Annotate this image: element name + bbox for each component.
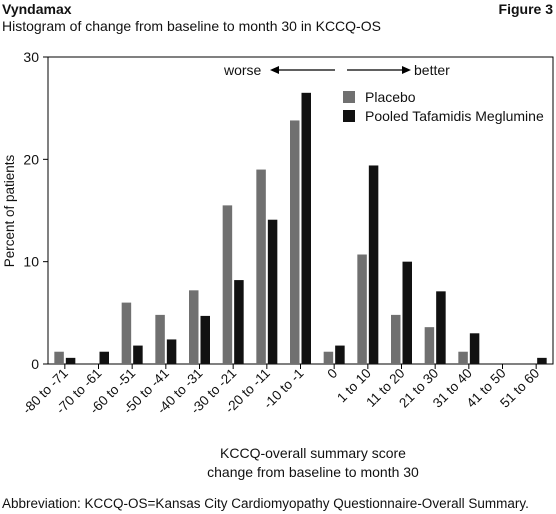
y-tick-label: 0 <box>31 356 39 372</box>
bar-tafamidis <box>335 345 345 364</box>
axes-layer <box>43 56 554 369</box>
bar-placebo <box>458 351 468 364</box>
legend-swatch-placebo <box>343 91 355 103</box>
y-tick-label: 30 <box>23 49 39 65</box>
legend-label-placebo: Placebo <box>365 89 416 105</box>
bar-tafamidis <box>166 339 177 364</box>
worse-arrow <box>270 66 335 74</box>
x-axis-label-line1: KCCQ-overall summary score <box>220 445 406 461</box>
legend: Placebo Pooled Tafamidis Meglumine <box>343 89 544 124</box>
bar-placebo <box>424 327 435 364</box>
bar-placebo <box>323 351 334 364</box>
worse-label: worse <box>223 62 262 78</box>
bar-placebo <box>256 169 266 364</box>
y-tick-label: 20 <box>23 151 39 167</box>
better-label: better <box>414 62 450 78</box>
bars-layer <box>54 92 547 365</box>
x-tick-label: 0 <box>324 366 340 382</box>
y-axis-label: Percent of patients <box>2 154 17 267</box>
bar-placebo <box>189 290 199 364</box>
bar-placebo <box>121 302 132 364</box>
footnote: Abbreviation: KCCQ-OS=Kansas City Cardio… <box>2 496 529 511</box>
bar-tafamidis <box>200 315 210 364</box>
legend-label-tafamidis: Pooled Tafamidis Meglumine <box>365 108 544 124</box>
product-name: Vyndamax <box>2 1 72 17</box>
bar-tafamidis <box>99 351 109 364</box>
bar-placebo <box>391 314 401 364</box>
bar-tafamidis <box>469 333 480 364</box>
better-arrow <box>347 66 411 74</box>
x-axis-label-line2: change from baseline to month 30 <box>207 464 419 480</box>
bar-tafamidis <box>301 92 311 365</box>
bar-tafamidis <box>267 219 278 364</box>
chart-subtitle: Histogram of change from baseline to mon… <box>2 18 381 34</box>
bar-tafamidis <box>368 165 379 364</box>
bar-tafamidis <box>402 261 412 364</box>
bar-tafamidis <box>537 357 547 364</box>
bar-placebo <box>155 314 165 364</box>
bar-tafamidis <box>234 280 244 364</box>
legend-swatch-tafamidis <box>343 110 355 122</box>
figure-label: Figure 3 <box>498 1 553 17</box>
y-tick-label: 10 <box>23 254 39 270</box>
bar-placebo <box>54 351 64 364</box>
bar-placebo <box>222 205 233 364</box>
bar-placebo <box>290 120 300 365</box>
bar-tafamidis <box>65 357 76 364</box>
bar-tafamidis <box>436 291 446 364</box>
bar-tafamidis <box>133 345 143 364</box>
bar-placebo <box>357 254 367 364</box>
